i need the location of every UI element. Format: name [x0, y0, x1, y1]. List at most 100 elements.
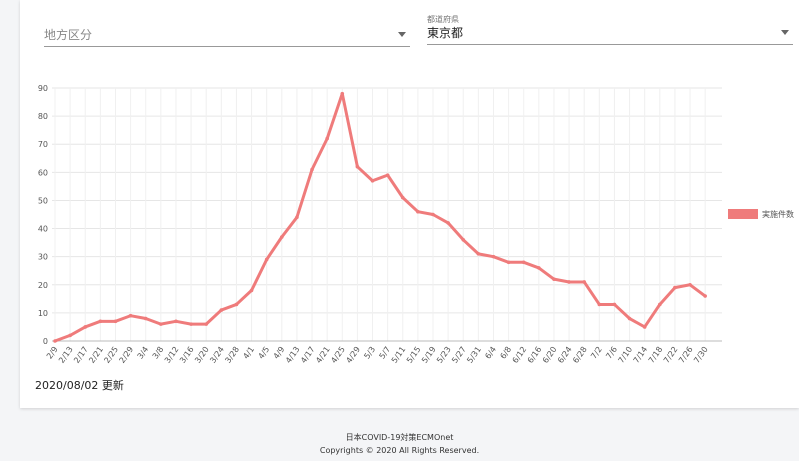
- x-tick-label: 2/29: [118, 345, 136, 365]
- data-point: [552, 277, 556, 281]
- legend-swatch: [728, 209, 758, 219]
- x-tick-label: 2/17: [72, 345, 90, 365]
- footer-copyright: Copyrights © 2020 All Rights Reserved.: [319, 446, 480, 455]
- x-tick-label: 4/29: [344, 345, 362, 365]
- data-point: [491, 254, 496, 259]
- data-point: [53, 339, 57, 343]
- data-point: [446, 221, 450, 225]
- y-tick-label: 90: [38, 84, 48, 93]
- x-tick-label: 2/25: [102, 345, 120, 365]
- x-tick-label: 6/28: [571, 345, 589, 365]
- data-point: [340, 91, 345, 96]
- data-point: [597, 302, 602, 307]
- x-tick-label: 5/19: [420, 345, 438, 365]
- x-tick-label: 6/12: [511, 345, 529, 365]
- y-tick-label: 30: [38, 253, 48, 262]
- data-point: [627, 316, 632, 321]
- data-point: [204, 322, 208, 326]
- data-line: [54, 92, 707, 343]
- data-point: [370, 178, 375, 183]
- data-point: [642, 325, 647, 329]
- x-tick-label: 3/20: [193, 345, 211, 365]
- x-tick-label: 6/20: [541, 345, 559, 365]
- data-point: [400, 195, 405, 200]
- x-tick-label: 2/21: [87, 345, 105, 365]
- dropdown-arrow: [398, 32, 406, 37]
- x-tick-label: 7/14: [632, 345, 650, 365]
- data-point: [521, 260, 526, 265]
- footer-org: 日本COVID-19対策ECMOnet: [345, 433, 454, 442]
- data-point: [113, 319, 118, 324]
- x-tick-label: 5/11: [390, 345, 408, 365]
- x-tick-label: 7/2: [589, 345, 604, 361]
- x-tick-label: 4/25: [329, 345, 347, 365]
- prefecture-select[interactable]: 東京都: [427, 24, 793, 45]
- select-value: 東京都: [427, 26, 464, 40]
- data-point: [506, 260, 511, 265]
- data-point: [673, 285, 677, 290]
- y-tick-label: 60: [38, 168, 48, 177]
- updated-date: 2020/08/02 更新: [35, 379, 124, 392]
- data-point: [280, 235, 284, 239]
- data-point: [612, 302, 617, 307]
- data-point: [567, 280, 571, 284]
- data-point: [355, 164, 360, 169]
- select-label: 都道府県: [427, 15, 459, 24]
- data-point: [476, 252, 481, 256]
- x-tick-label: 4/13: [284, 345, 302, 365]
- x-tick-label: 4/17: [299, 345, 317, 365]
- data-point: [264, 257, 269, 262]
- legend-label: 実施件数: [762, 209, 794, 219]
- data-point: [189, 322, 193, 326]
- x-tick-label: 7/26: [677, 345, 695, 365]
- x-tick-label: 5/31: [465, 345, 483, 365]
- y-tick-label: 80: [38, 112, 48, 121]
- data-point: [310, 167, 314, 172]
- y-tick-label: 10: [38, 309, 48, 318]
- data-point: [431, 212, 435, 217]
- x-tick-label: 3/28: [223, 345, 241, 365]
- y-tick-label: 0: [43, 337, 48, 346]
- data-point: [703, 294, 707, 298]
- data-point: [325, 136, 329, 141]
- x-tick-label: 3/4: [136, 345, 151, 361]
- region-select[interactable]: 地方区分: [44, 26, 410, 47]
- chart: 01020304050607080902/92/132/172/212/252/…: [38, 84, 794, 365]
- data-point: [128, 313, 133, 318]
- data-point: [658, 302, 662, 307]
- x-tick-label: 7/18: [647, 345, 665, 365]
- x-tick-label: 5/15: [405, 345, 423, 365]
- x-tick-label: 4/5: [257, 345, 272, 361]
- data-point: [83, 325, 88, 329]
- x-tick-label: 3/16: [178, 345, 196, 365]
- x-tick-label: 7/10: [617, 345, 635, 365]
- data-point: [234, 302, 239, 307]
- x-tick-label: 7/22: [662, 345, 680, 365]
- data-point: [68, 333, 72, 338]
- y-tick-label: 50: [38, 196, 48, 205]
- x-tick-label: 2/13: [57, 345, 75, 365]
- x-tick-label: 5/23: [435, 345, 453, 365]
- data-point: [295, 215, 299, 220]
- data-point: [385, 173, 390, 177]
- x-tick-label: 7/30: [692, 345, 710, 365]
- x-tick-label: 6/4: [483, 345, 498, 361]
- data-point: [249, 288, 254, 293]
- data-point: [219, 308, 224, 312]
- x-tick-label: 6/24: [556, 345, 574, 365]
- y-tick-label: 70: [38, 140, 48, 149]
- data-point: [174, 319, 178, 324]
- x-tick-label: 6/16: [526, 345, 544, 365]
- y-tick-label: 40: [38, 225, 48, 234]
- data-point: [98, 319, 103, 324]
- x-tick-label: 3/24: [208, 345, 226, 365]
- data-point: [143, 316, 148, 321]
- data-point: [582, 280, 586, 284]
- data-point: [688, 282, 692, 287]
- placeholder: 地方区分: [44, 28, 93, 42]
- x-tick-label: 4/21: [314, 345, 332, 365]
- y-tick-label: 20: [38, 281, 48, 290]
- dropdown-arrow: [781, 30, 789, 35]
- x-tick-label: 3/12: [163, 345, 181, 365]
